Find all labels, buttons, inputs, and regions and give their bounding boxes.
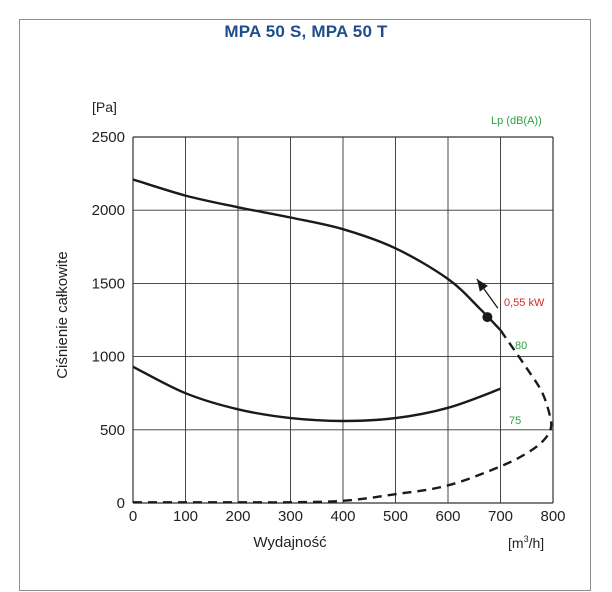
y-axis-label: Ciśnienie całkowite <box>54 251 71 379</box>
y-tick-label: 0 <box>117 495 125 512</box>
series-line-3 <box>133 329 553 504</box>
noise-level-80: 80 <box>515 340 527 352</box>
series-line-1 <box>132 178 502 332</box>
x-tick-label: 500 <box>383 508 408 525</box>
y-tick-label: 2000 <box>92 202 125 219</box>
series-line-2 <box>132 365 501 423</box>
x-tick-label: 700 <box>488 508 513 525</box>
x-tick-label: 800 <box>540 508 565 525</box>
x-tick-label: 400 <box>330 508 355 525</box>
x-tick-label: 300 <box>278 508 303 525</box>
y-tick-label: 500 <box>100 422 125 439</box>
power-annotation: 0,55 kW <box>504 297 545 309</box>
grid <box>132 136 554 504</box>
x-tick-label: 200 <box>225 508 250 525</box>
noise-level-75: 75 <box>509 415 521 427</box>
x-tick-label: 0 <box>129 508 137 525</box>
chart-frame <box>19 19 591 591</box>
x-tick-labels: 0 100 200 300 400 500 600 700 800 <box>129 508 566 525</box>
y-tick-labels: 0 500 1000 1500 2000 2500 <box>92 129 125 512</box>
y-axis-unit: [Pa] <box>92 99 117 115</box>
x-axis-label: Wydajność <box>253 534 327 551</box>
chart-title: MPA 50 S, MPA 50 T <box>224 22 388 41</box>
x-tick-label: 600 <box>435 508 460 525</box>
y-tick-label: 1500 <box>92 275 125 292</box>
series-layer <box>132 178 553 504</box>
arrow-head <box>476 279 488 292</box>
y-tick-label: 1000 <box>92 349 125 366</box>
operating-point-marker <box>482 312 493 323</box>
y-tick-label: 2500 <box>92 129 125 146</box>
x-tick-label: 100 <box>173 508 198 525</box>
noise-level-label: Lp (dB(A)) <box>491 115 542 127</box>
x-axis-unit: [m3/h] <box>508 534 544 551</box>
